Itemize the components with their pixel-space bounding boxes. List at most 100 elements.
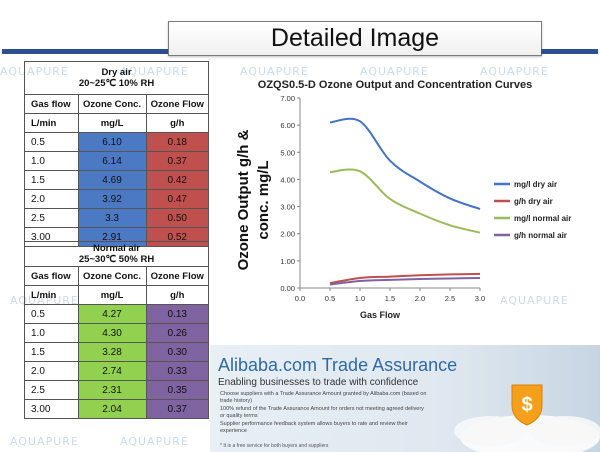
header-bar-right	[541, 49, 598, 54]
conc-cell: 2.74	[77, 361, 147, 381]
flow-cell: 0.47	[145, 189, 209, 209]
trade-assurance-banner[interactable]: Alibaba.com Trade Assurance Enabling bus…	[210, 345, 600, 452]
banner-point: Choose suppliers with a Trade Assurance …	[220, 391, 427, 404]
table-row: 1.0 6.14 0.37	[24, 151, 209, 171]
y-tick-label: 4.00	[280, 175, 295, 184]
unit-ozone-conc: mg/L	[77, 113, 147, 133]
gas-flow-cell: 2.5	[24, 380, 79, 400]
x-tick-label: 2.0	[415, 294, 425, 303]
x-tick-label: 1.5	[385, 294, 395, 303]
y-tick-label: 5.00	[280, 148, 295, 157]
banner-subtitle: Enabling businesses to trade with confid…	[218, 377, 419, 388]
conc-cell: 6.10	[77, 132, 147, 152]
conc-cell: 4.69	[77, 170, 147, 190]
flow-cell: 0.33	[145, 361, 209, 381]
x-tick-label: 2.5	[445, 294, 455, 303]
chart-x-axis-label: Gas Flow	[360, 310, 401, 320]
col-header-ozone-flow: Ozone Flow	[145, 94, 209, 114]
conc-cell: 3.3	[77, 208, 147, 228]
chart-title: OZQS0.5-D Ozone Output and Concentration…	[258, 79, 532, 91]
normal-air-condition-detail: 25~30℃ 50% RH	[78, 254, 155, 265]
conc-cell: 3.92	[77, 189, 147, 209]
table-row: 2.5 3.3 0.50	[24, 208, 209, 228]
dry-air-condition-detail: 20~25℃ 10% RH	[78, 78, 155, 89]
legend-label: mg/l normal air	[514, 214, 571, 223]
banner-points: Choose suppliers with a Trade Assurance …	[220, 391, 430, 436]
x-tick-label: 0.5	[325, 294, 335, 303]
flow-cell: 0.50	[145, 208, 209, 228]
y-tick-label: 0.00	[280, 284, 295, 293]
gas-flow-cell: 0.5	[24, 132, 79, 152]
x-tick-label: 1.0	[355, 294, 365, 303]
gas-flow-cell: 1.0	[24, 151, 79, 171]
hands-shield-icon: $	[454, 384, 600, 452]
gas-flow-cell: 1.5	[24, 342, 79, 362]
table-row: 1.5 3.28 0.30	[24, 342, 209, 362]
gas-flow-cell: 2.0	[24, 361, 79, 381]
svg-text:$: $	[521, 394, 532, 416]
x-tick-label: 3.0	[475, 294, 485, 303]
series-line-3	[329, 276, 481, 286]
unit-gas-flow: L/min	[24, 285, 79, 305]
table-row: 2.0 3.92 0.47	[24, 189, 209, 209]
y-tick-label: 1.00	[280, 257, 295, 266]
series-line-2	[329, 168, 481, 234]
col-header-gas-flow: Gas flow	[24, 266, 79, 286]
table-row: 2.0 2.74 0.33	[24, 361, 209, 381]
gas-flow-cell: 2.0	[24, 189, 79, 209]
chart-y-axis-label: Ozone Output g/h & conc. mg/L	[235, 129, 272, 270]
flow-cell: 0.42	[145, 170, 209, 190]
chart-legend: mg/l dry air g/h dry air mg/l normal air g/…	[494, 180, 571, 240]
banner-point: Supplier performance feedback system all…	[220, 421, 408, 434]
col-header-gas-flow: Gas flow	[24, 94, 79, 114]
gas-flow-cell: 3.00	[24, 399, 79, 419]
flow-cell: 0.18	[145, 132, 209, 152]
table-row: 2.5 2.31 0.35	[24, 380, 209, 400]
page-title: Detailed Image	[270, 24, 440, 52]
conc-cell: 2.04	[77, 399, 147, 419]
gas-flow-cell: 0.5	[24, 304, 79, 324]
table-row: 1.5 4.69 0.42	[24, 170, 209, 190]
y-tick-label: 3.00	[280, 203, 295, 212]
ozone-curves-chart: OZQS0.5-D Ozone Output and Concentration…	[235, 79, 571, 320]
flow-cell: 0.30	[145, 342, 209, 362]
flow-cell: 0.37	[145, 151, 209, 171]
dry-air-table: Dry air 20~25℃ 10% RH Gas flow Ozone Con…	[24, 61, 209, 247]
conc-cell: 3.28	[77, 342, 147, 362]
flow-cell: 0.13	[145, 304, 209, 324]
page-header: Detailed Image	[0, 0, 600, 56]
banner-title: Alibaba.com Trade Assurance	[218, 355, 458, 375]
series-line-1	[329, 272, 481, 285]
unit-ozone-conc: mg/L	[77, 285, 147, 305]
banner-point: 100% refund of the Trade Assurance Amoun…	[220, 406, 424, 419]
y-tick-label: 6.00	[280, 121, 295, 130]
normal-air-table: Normal air 25~30℃ 50% RH Gas flow Ozone …	[24, 241, 209, 419]
table-row: 0.5 4.27 0.13	[24, 304, 209, 324]
normal-air-condition: Normal air	[93, 243, 140, 254]
chart-series-lines	[329, 117, 481, 286]
flow-cell: 0.37	[145, 399, 209, 419]
legend-label: mg/l dry air	[514, 180, 557, 189]
unit-ozone-flow: g/h	[145, 113, 209, 133]
dry-air-header: Dry air 20~25℃ 10% RH	[24, 61, 209, 95]
table-row: 0.5 6.10 0.18	[24, 132, 209, 152]
flow-cell: 0.26	[145, 323, 209, 343]
conc-cell: 2.31	[77, 380, 147, 400]
banner-note: * It is a free service for both buyers a…	[220, 443, 329, 449]
gas-flow-cell: 2.5	[24, 208, 79, 228]
legend-label: g/h dry air	[514, 197, 553, 206]
col-header-ozone-conc: Ozone Conc.	[77, 266, 147, 286]
title-box: Detailed Image	[168, 21, 542, 56]
series-line-0	[329, 117, 481, 210]
y-tick-label: 7.00	[280, 94, 295, 103]
flow-cell: 0.35	[145, 380, 209, 400]
col-header-ozone-flow: Ozone Flow	[145, 266, 209, 286]
header-bar-left	[2, 49, 168, 54]
y-tick-label: 2.00	[280, 230, 295, 239]
legend-label: g/h normal air	[514, 231, 567, 240]
x-tick-label: 0.0	[295, 294, 305, 303]
conc-cell: 4.30	[77, 323, 147, 343]
chart-axes: 0.00 1.00 2.00 3.00 4.00 5.00 6.00 7.00 0.0 0.5 1.…	[280, 94, 485, 303]
unit-gas-flow: L/min	[24, 113, 79, 133]
table-row: 3.00 2.04 0.37	[24, 399, 209, 419]
